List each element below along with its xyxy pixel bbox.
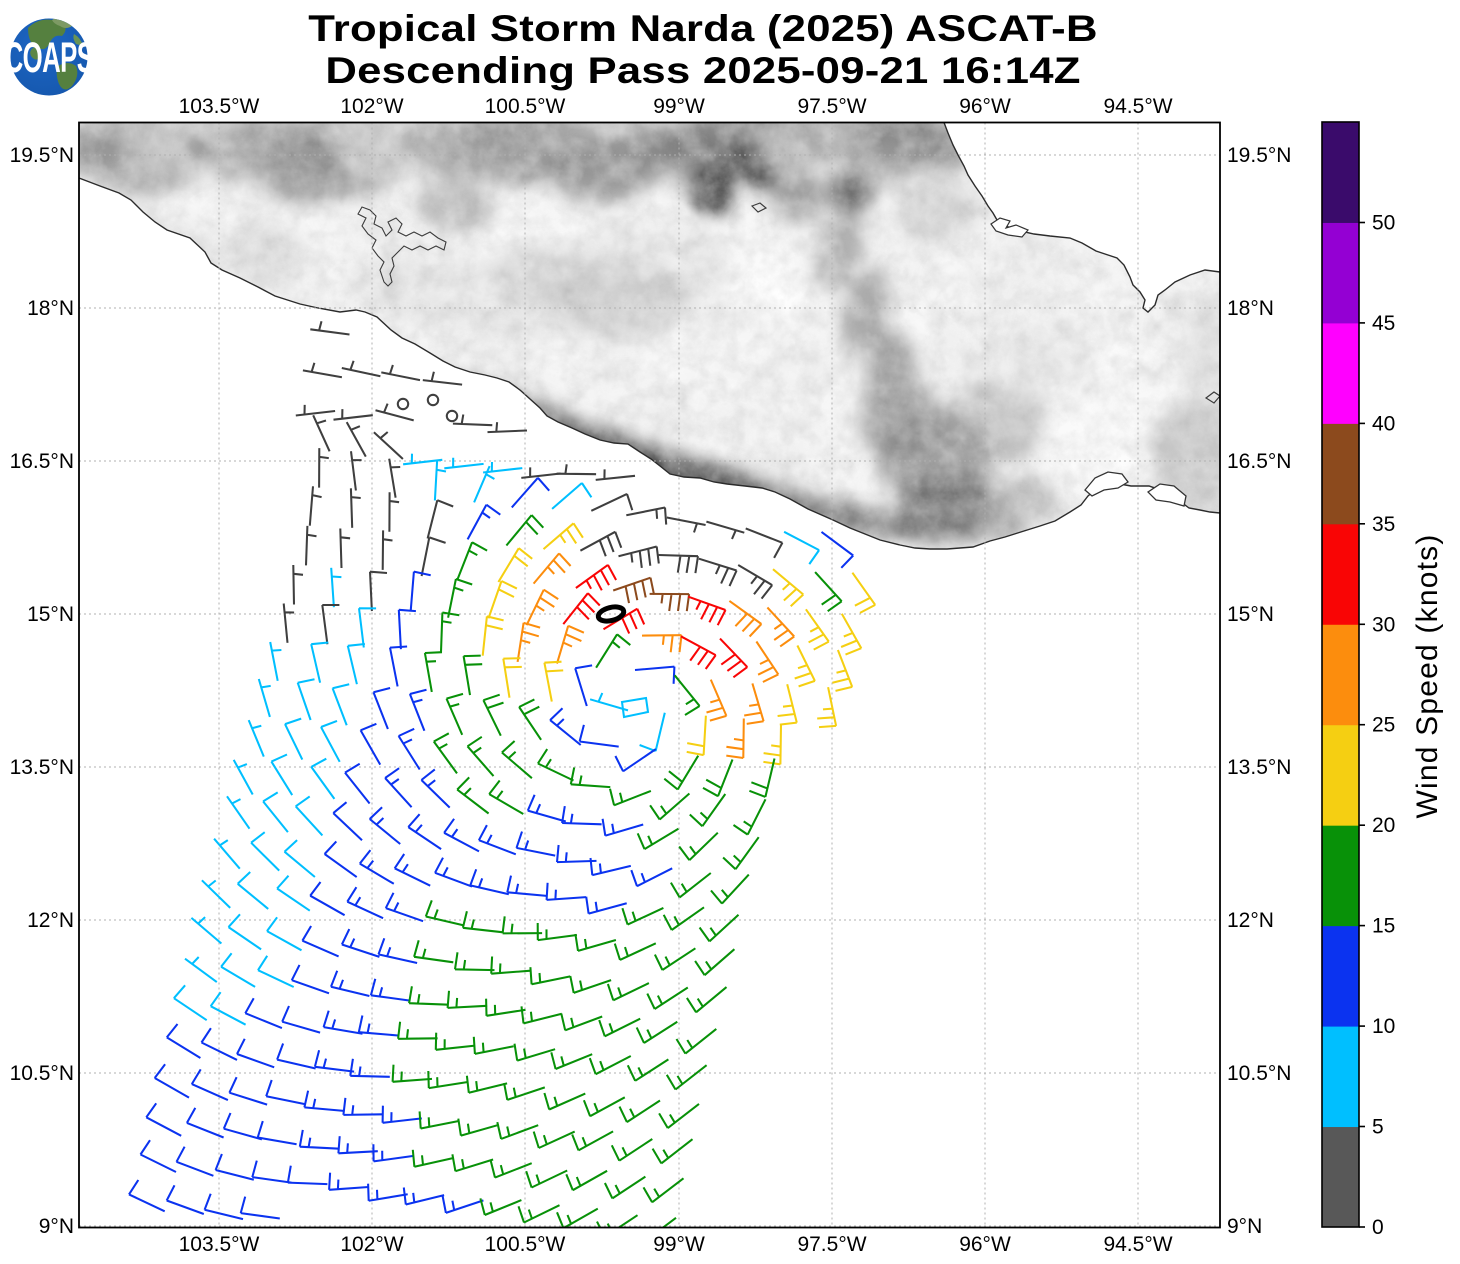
svg-text:100.5°W: 100.5°W [485,95,566,118]
svg-text:96°W: 96°W [959,95,1011,118]
svg-text:99°W: 99°W [653,95,705,118]
svg-text:102°W: 102°W [340,1233,403,1256]
svg-text:10: 10 [1372,1015,1395,1038]
svg-text:45: 45 [1372,312,1395,335]
svg-text:10.5°N: 10.5°N [1227,1062,1291,1085]
svg-text:30: 30 [1372,613,1395,636]
svg-text:15°N: 15°N [1227,603,1274,626]
svg-text:97.5°W: 97.5°W [797,95,866,118]
svg-text:15: 15 [1372,915,1395,938]
svg-text:20: 20 [1372,814,1395,837]
svg-text:5: 5 [1372,1116,1384,1139]
svg-text:12°N: 12°N [1227,909,1274,932]
svg-text:94.5°W: 94.5°W [1103,1233,1172,1256]
svg-text:103.5°W: 103.5°W [179,1233,260,1256]
svg-text:100.5°W: 100.5°W [485,1233,566,1256]
svg-text:10.5°N: 10.5°N [10,1062,74,1085]
svg-text:94.5°W: 94.5°W [1103,95,1172,118]
svg-text:Wind Speed (knots): Wind Speed (knots) [1411,533,1444,818]
svg-text:12°N: 12°N [27,909,74,932]
svg-text:9°N: 9°N [39,1215,74,1238]
svg-text:13.5°N: 13.5°N [10,756,74,779]
svg-text:97.5°W: 97.5°W [797,1233,866,1256]
svg-text:103.5°W: 103.5°W [179,95,260,118]
svg-text:99°W: 99°W [653,1233,705,1256]
svg-text:13.5°N: 13.5°N [1227,756,1291,779]
svg-text:35: 35 [1372,513,1395,536]
svg-text:COAPS: COAPS [5,33,94,82]
svg-text:40: 40 [1372,412,1395,435]
svg-text:102°W: 102°W [340,95,403,118]
svg-text:25: 25 [1372,714,1395,737]
svg-text:16.5°N: 16.5°N [1227,450,1291,473]
svg-text:9°N: 9°N [1227,1215,1262,1238]
svg-text:18°N: 18°N [1227,297,1274,320]
svg-text:50: 50 [1372,212,1395,235]
svg-text:18°N: 18°N [27,297,74,320]
svg-text:15°N: 15°N [27,603,74,626]
svg-text:19.5°N: 19.5°N [1227,144,1291,167]
svg-text:96°W: 96°W [959,1233,1011,1256]
svg-text:16.5°N: 16.5°N [10,450,74,473]
svg-text:0: 0 [1372,1216,1384,1239]
svg-text:19.5°N: 19.5°N [10,144,74,167]
